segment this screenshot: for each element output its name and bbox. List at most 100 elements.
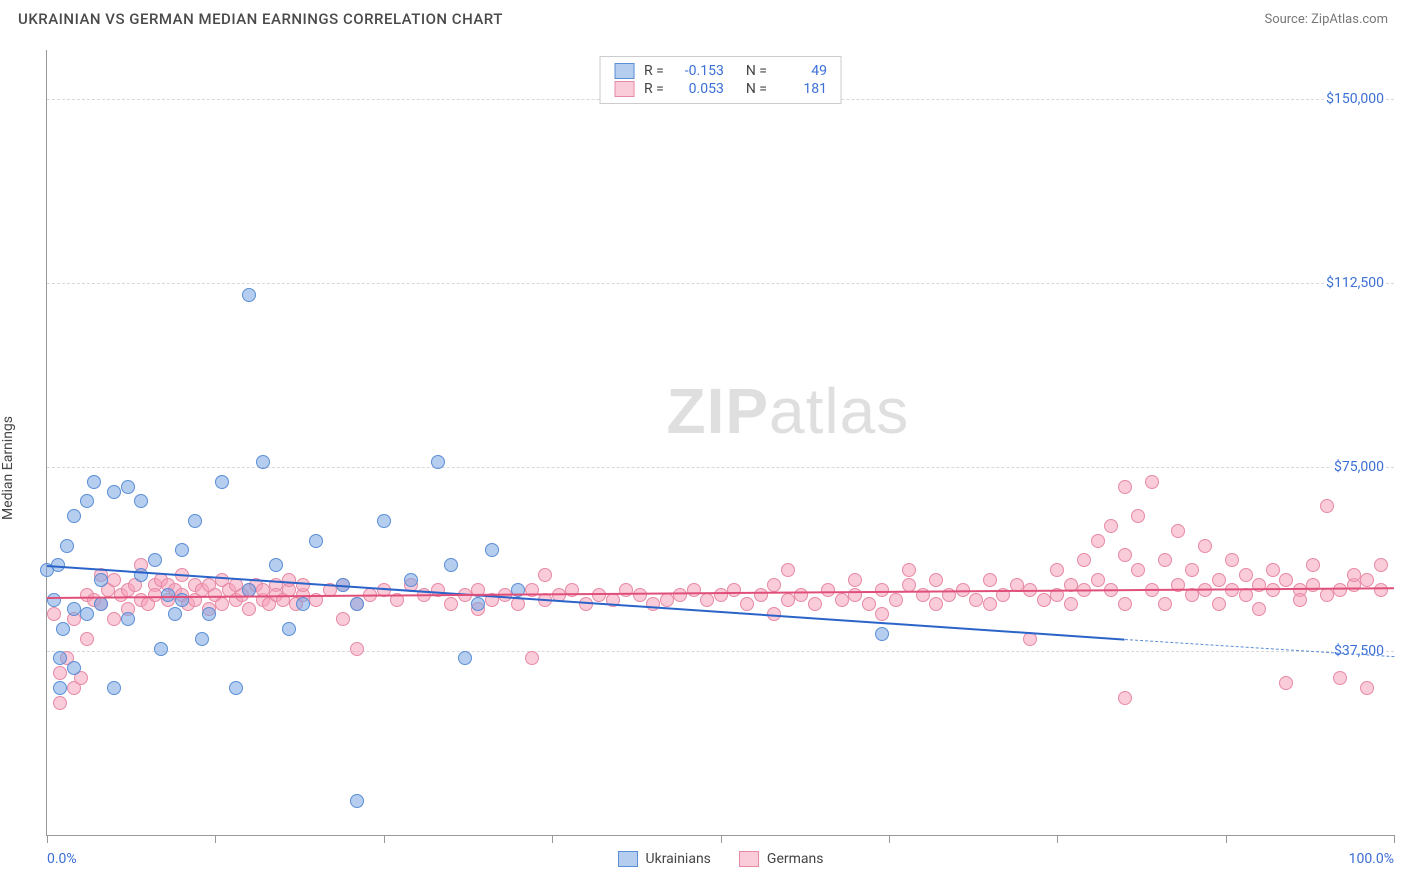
data-point	[660, 593, 674, 607]
data-point	[1266, 563, 1280, 577]
data-point	[808, 597, 822, 611]
data-point	[175, 593, 189, 607]
gridline	[47, 467, 1394, 468]
data-point	[53, 651, 67, 665]
data-point	[229, 681, 243, 695]
data-point	[579, 597, 593, 611]
data-point	[646, 597, 660, 611]
data-point	[1360, 573, 1374, 587]
data-point	[1171, 524, 1185, 538]
x-tick	[1057, 835, 1058, 843]
data-point	[1293, 593, 1307, 607]
x-max-label: 100.0%	[1349, 851, 1394, 867]
data-point	[309, 534, 323, 548]
data-point	[134, 494, 148, 508]
data-point	[794, 588, 808, 602]
data-point	[875, 583, 889, 597]
data-point	[848, 573, 862, 587]
data-point	[1225, 553, 1239, 567]
data-point	[1037, 593, 1051, 607]
watermark: ZIPatlas	[666, 374, 909, 448]
legend-swatch	[739, 851, 759, 867]
data-point	[1131, 509, 1145, 523]
data-point	[67, 661, 81, 675]
x-tick	[47, 835, 48, 843]
data-point	[458, 651, 472, 665]
data-point	[242, 602, 256, 616]
data-point	[188, 514, 202, 528]
data-point	[929, 573, 943, 587]
data-point	[350, 794, 364, 808]
data-point	[161, 588, 175, 602]
data-point	[781, 593, 795, 607]
data-point	[1212, 597, 1226, 611]
data-point	[1118, 691, 1132, 705]
data-point	[107, 612, 121, 626]
legend-swatch	[614, 81, 634, 97]
data-point	[87, 475, 101, 489]
data-point	[983, 573, 997, 587]
data-point	[1279, 573, 1293, 587]
y-tick-label: $75,000	[1332, 459, 1386, 475]
legend-label: Ukrainians	[646, 851, 711, 867]
data-point	[848, 588, 862, 602]
data-point	[1320, 499, 1334, 513]
data-point	[80, 632, 94, 646]
x-tick	[721, 835, 722, 843]
data-point	[875, 607, 889, 621]
data-point	[767, 578, 781, 592]
data-point	[700, 593, 714, 607]
legend-swatch	[614, 63, 634, 79]
legend-stat-row: R =0.053N =181	[614, 81, 827, 97]
data-point	[1158, 597, 1172, 611]
data-point	[1077, 553, 1091, 567]
y-tick-label: $150,000	[1324, 91, 1386, 107]
data-point	[444, 597, 458, 611]
data-point	[444, 558, 458, 572]
data-point	[47, 593, 61, 607]
data-point	[1374, 583, 1388, 597]
x-tick	[552, 835, 553, 843]
data-point	[53, 696, 67, 710]
data-point	[862, 597, 876, 611]
data-point	[1145, 475, 1159, 489]
x-tick	[1226, 835, 1227, 843]
data-point	[889, 593, 903, 607]
data-point	[121, 612, 135, 626]
data-point	[1360, 681, 1374, 695]
data-point	[67, 509, 81, 523]
data-point	[47, 607, 61, 621]
data-point	[242, 288, 256, 302]
data-point	[350, 642, 364, 656]
data-point	[282, 573, 296, 587]
legend-swatch	[618, 851, 638, 867]
data-point	[134, 568, 148, 582]
data-point	[80, 494, 94, 508]
data-point	[377, 514, 391, 528]
gridline	[47, 651, 1394, 652]
data-point	[1118, 480, 1132, 494]
chart-container: Median Earnings ZIPatlas R =-0.153N =49R…	[0, 44, 1406, 892]
data-point	[781, 563, 795, 577]
data-point	[94, 597, 108, 611]
data-point	[195, 632, 209, 646]
data-point	[56, 622, 70, 636]
data-point	[215, 597, 229, 611]
data-point	[80, 607, 94, 621]
x-tick	[1394, 835, 1395, 843]
data-point	[902, 563, 916, 577]
chart-source: Source: ZipAtlas.com	[1264, 12, 1388, 27]
plot-area: ZIPatlas R =-0.153N =49R =0.053N =181 Uk…	[46, 50, 1394, 836]
data-point	[1239, 568, 1253, 582]
data-point	[673, 588, 687, 602]
data-point	[1306, 558, 1320, 572]
data-point	[269, 558, 283, 572]
x-tick	[889, 835, 890, 843]
data-point	[154, 642, 168, 656]
data-point	[350, 597, 364, 611]
data-point	[1158, 553, 1172, 567]
data-point	[148, 553, 162, 567]
legend-item: Germans	[739, 851, 824, 867]
data-point	[740, 597, 754, 611]
data-point	[485, 543, 499, 557]
